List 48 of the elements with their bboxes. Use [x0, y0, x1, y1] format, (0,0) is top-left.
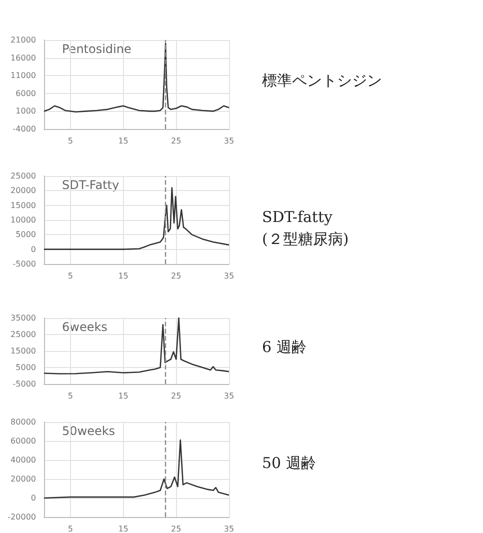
chart-title: Pentosidine	[62, 42, 132, 56]
y-tick-label: 10000	[10, 216, 36, 224]
y-tick-label: 0	[30, 244, 36, 254]
y-tick-label: -5000	[12, 260, 36, 268]
text: SDT-fatty (２型糖尿病)	[262, 208, 349, 248]
x-tick-label: 15	[118, 392, 128, 400]
y-tick-label: -20000	[8, 512, 36, 522]
y-tick-label: 35000	[10, 314, 36, 322]
y-tick-label: 25000	[10, 172, 36, 180]
y-tick-label: 6000	[16, 88, 36, 98]
y-tick-label: 60000	[10, 436, 36, 446]
x-tick-label: 25	[171, 524, 182, 533]
x-tick-label: 35	[224, 272, 234, 280]
y-tick-label: 11000	[10, 71, 36, 80]
y-tick-label: -4000	[12, 124, 36, 134]
y-tick-label: 15000	[10, 346, 36, 356]
x-tick-label: 5	[68, 136, 73, 146]
x-tick-label: 15	[118, 272, 128, 280]
x-tick-label: 5	[68, 272, 73, 280]
y-tick-label: 40000	[10, 456, 36, 464]
x-tick-label: 25	[171, 392, 182, 400]
y-tick-label: 21000	[10, 36, 36, 44]
text: 6 週齢	[262, 338, 306, 356]
text: 50 週齢	[262, 454, 316, 472]
y-tick-label: 1000	[16, 106, 36, 116]
x-tick-label: 35	[224, 524, 234, 533]
x-tick-label: 5	[68, 392, 73, 400]
x-tick-label: 15	[118, 524, 128, 533]
y-tick-label: 20000	[10, 186, 36, 196]
y-tick-label: 0	[30, 494, 36, 502]
y-tick-label: 5000	[16, 230, 36, 240]
chart-title: SDT-Fatty	[62, 178, 120, 192]
y-tick-label: 20000	[10, 474, 36, 484]
x-tick-label: 25	[171, 136, 182, 146]
y-tick-label: 16000	[10, 53, 36, 62]
y-tick-label: 25000	[10, 330, 36, 339]
y-tick-label: -5000	[12, 380, 36, 388]
x-tick-label: 5	[68, 524, 73, 533]
chart-title: 50weeks	[62, 424, 116, 438]
text: 標準ペントシジン	[262, 72, 382, 90]
chart-title: 6weeks	[62, 320, 108, 334]
x-tick-label: 35	[224, 136, 234, 146]
x-tick-label: 25	[171, 272, 182, 280]
y-tick-label: 80000	[10, 418, 36, 426]
y-tick-label: 5000	[16, 363, 36, 372]
y-tick-label: 15000	[10, 200, 36, 210]
x-tick-label: 15	[118, 136, 128, 146]
x-tick-label: 35	[224, 392, 234, 400]
